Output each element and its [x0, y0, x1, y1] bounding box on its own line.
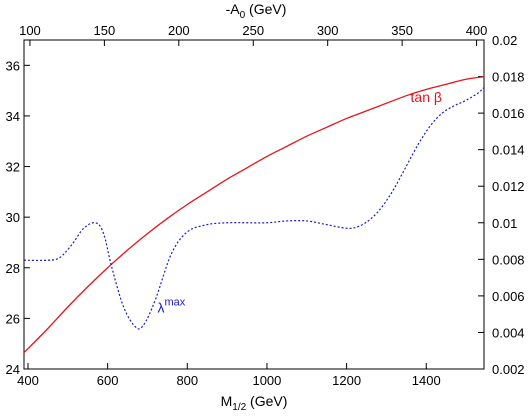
series-layer: [23, 76, 485, 354]
y2-tick-label: 0.016: [492, 106, 525, 121]
x2-tick-label: 150: [94, 23, 116, 38]
x-tick-label: 1000: [252, 373, 281, 388]
y-tick-label: 26: [6, 311, 20, 326]
y2-tick-label: 0.004: [492, 325, 525, 340]
x-tick-label: 1400: [412, 373, 441, 388]
y2-tick-label: 0.006: [492, 289, 525, 304]
y-tick-label: 24: [6, 362, 20, 377]
y2-tick-label: 0.002: [492, 362, 525, 377]
y-tick-label: 28: [6, 261, 20, 276]
x2-tick-label: 300: [317, 23, 339, 38]
x2-axis-label: -A0 (GeV): [226, 1, 287, 21]
lambda-max-line: [23, 87, 485, 330]
x2-tick-label: 400: [466, 23, 488, 38]
y2-tick-label: 0.018: [492, 70, 525, 85]
top-axis-ticks: 100 150 200 250 300 350 400: [19, 23, 487, 46]
tan-beta-line: [23, 76, 485, 354]
x2-tick-label: 350: [391, 23, 413, 38]
y-tick-label: 32: [6, 160, 20, 175]
bottom-axis-ticks: 400 600 800 1000 1200 1400: [17, 363, 441, 388]
x-tick-label: 800: [176, 373, 198, 388]
right-axis-ticks: 0.002 0.004 0.006 0.008 0.01 0.012 0.014 0.016 0…: [478, 33, 525, 377]
y2-tick-label: 0.012: [492, 179, 525, 194]
x-tick-label: 1200: [332, 373, 361, 388]
y-tick-label: 36: [6, 58, 20, 73]
y2-tick-label: 0.01: [492, 216, 517, 231]
y2-tick-label: 0.02: [492, 33, 517, 48]
y2-tick-label: 0.014: [492, 143, 525, 158]
x2-tick-label: 100: [19, 23, 41, 38]
lambda-max-label: λmax: [157, 296, 185, 315]
tan-beta-label: tan β: [411, 89, 442, 105]
x-axis-label: M1/2 (GeV): [221, 393, 288, 413]
x-tick-label: 400: [17, 373, 39, 388]
plot-frame: [23, 39, 485, 370]
annotation-layer: tan β λmax: [157, 89, 441, 315]
y-tick-label: 30: [6, 210, 20, 225]
y-tick-label: 34: [6, 109, 20, 124]
y2-tick-label: 0.008: [492, 252, 525, 267]
left-axis-ticks: 24 26 28 30 32 34 36: [6, 58, 30, 377]
x2-tick-label: 200: [168, 23, 190, 38]
x2-tick-label: 250: [242, 23, 264, 38]
x-tick-label: 600: [97, 373, 119, 388]
